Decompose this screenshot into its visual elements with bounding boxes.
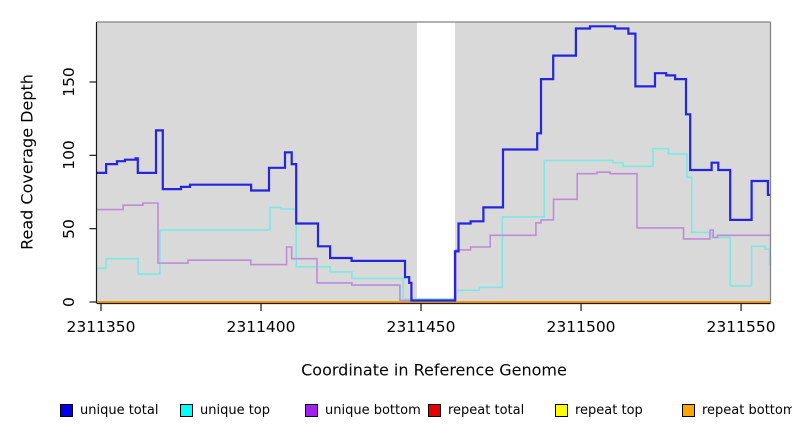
- legend-color-swatch: [428, 404, 441, 417]
- legend-item-label: unique bottom: [325, 403, 421, 418]
- legend-color-swatch: [180, 404, 193, 417]
- x-tick-label: 2311350: [66, 318, 136, 336]
- legend-item: repeat total: [428, 403, 524, 418]
- coverage-gap-band: [417, 22, 455, 304]
- legend-color-swatch: [305, 404, 318, 417]
- y-tick-label: 150: [60, 67, 78, 97]
- x-tick-label: 2311550: [706, 318, 776, 336]
- legend-item: repeat top: [555, 403, 643, 418]
- legend-item-label: unique total: [80, 403, 159, 418]
- legend-item: unique top: [180, 403, 270, 418]
- series-unique-bottom: [97, 171, 771, 302]
- legend-item-label: unique top: [200, 403, 271, 418]
- legend-item-label: repeat top: [575, 403, 643, 418]
- series-unique-top: [97, 147, 771, 300]
- x-tick-label: 2311400: [226, 318, 296, 336]
- x-tick-label: 2311500: [546, 318, 616, 336]
- legend-item-label: repeat total: [448, 403, 525, 418]
- y-tick-label: 100: [60, 140, 78, 171]
- x-axis-title: Coordinate in Reference Genome: [301, 360, 567, 380]
- legend-item: unique bottom: [305, 403, 421, 418]
- y-tick-label: 50: [60, 218, 78, 239]
- legend-item: unique total: [60, 403, 158, 418]
- y-tick-label: 0: [60, 297, 78, 307]
- legend-color-swatch: [682, 404, 695, 417]
- series-unique-total: [97, 25, 771, 302]
- legend-color-swatch: [555, 404, 568, 417]
- legend-item-label: repeat bottom: [702, 403, 792, 418]
- x-tick-label: 2311450: [386, 318, 456, 336]
- legend-color-swatch: [60, 404, 73, 417]
- y-axis-title: Read Coverage Depth: [17, 74, 37, 250]
- legend-item: repeat bottom: [682, 403, 792, 418]
